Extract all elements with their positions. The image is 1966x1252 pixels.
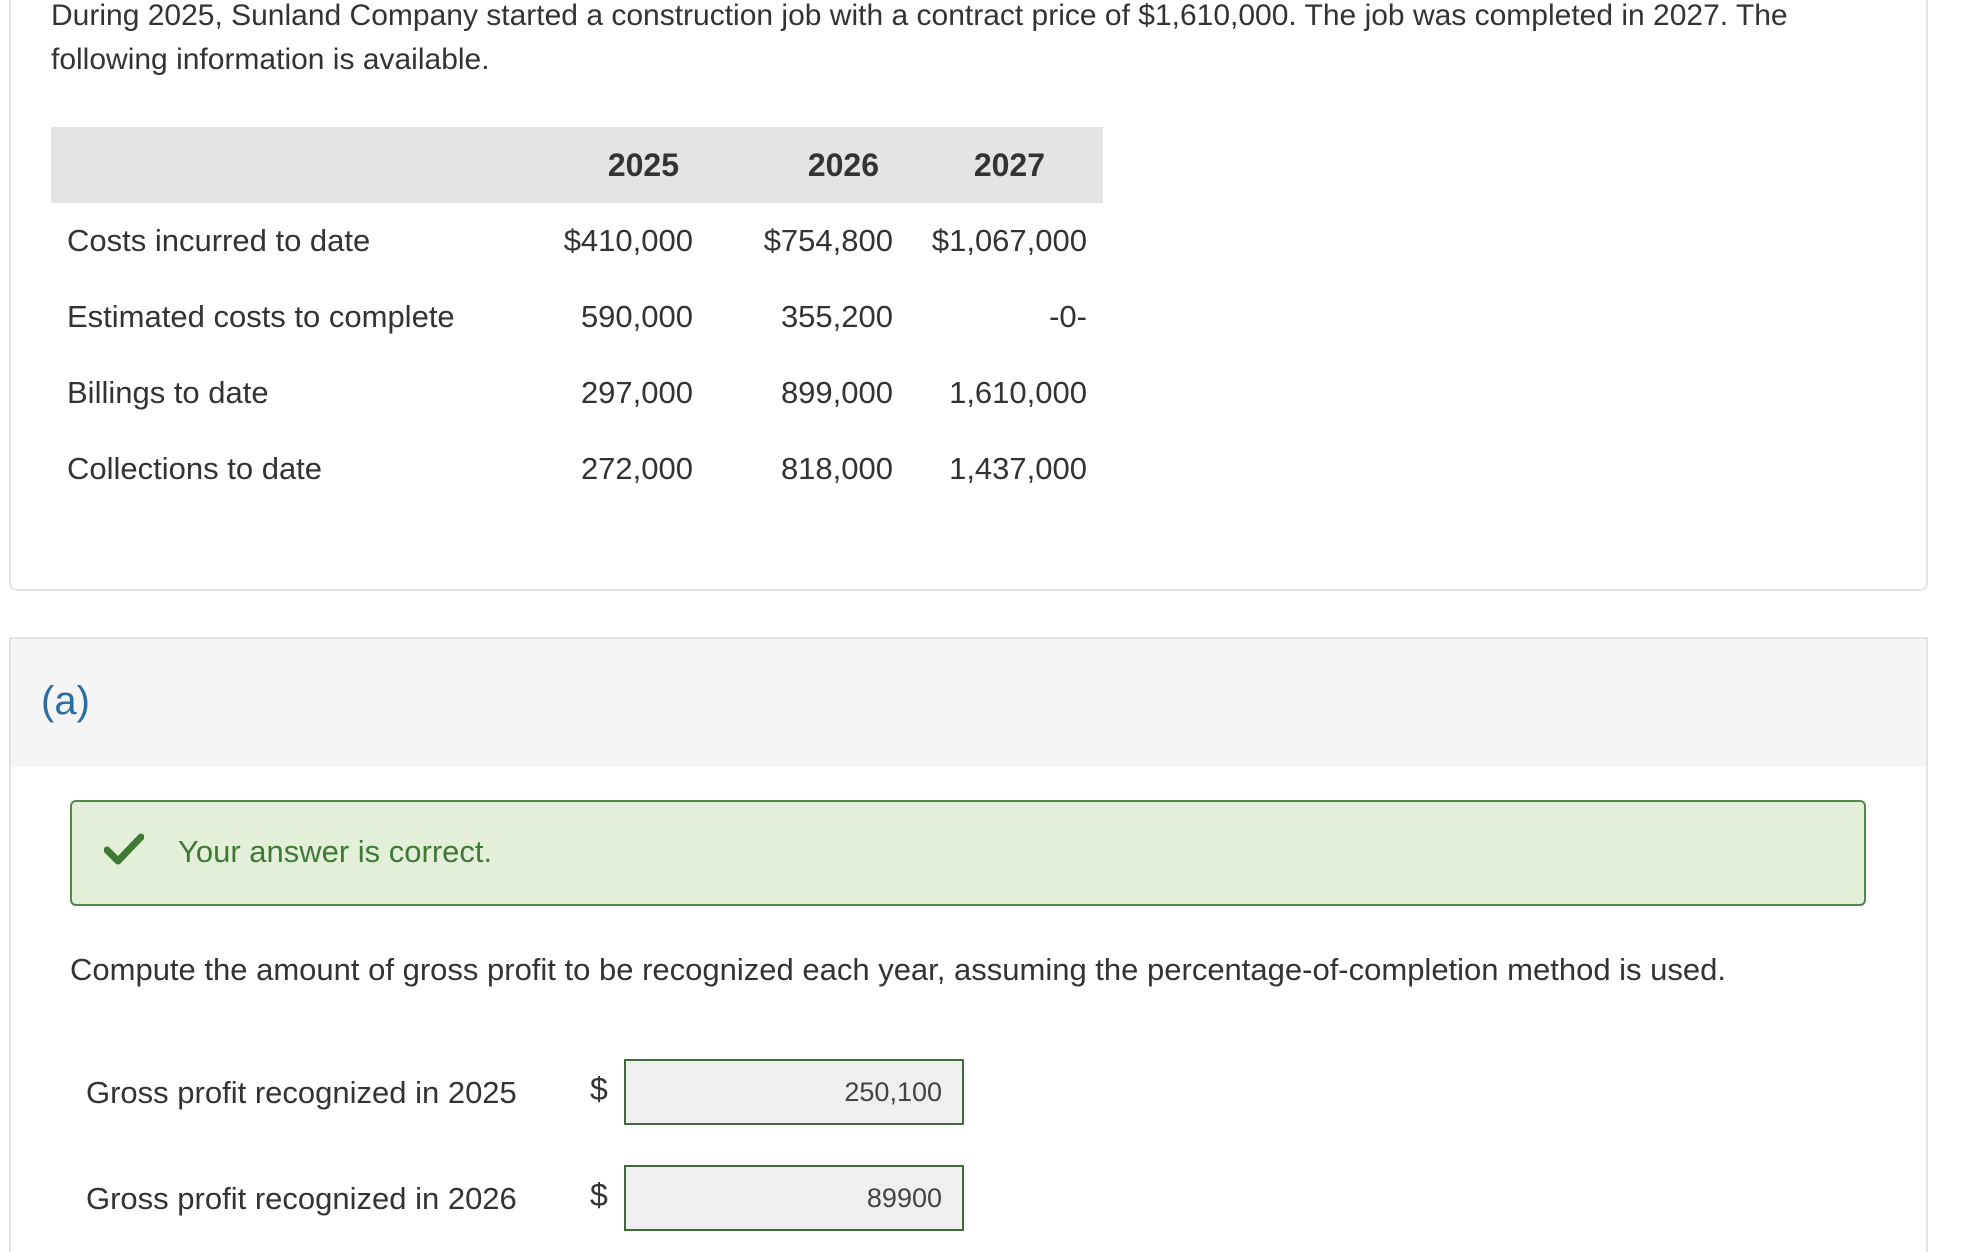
cell-value: 1,437,000 (949, 451, 1087, 486)
currency-symbol: $ (590, 1071, 608, 1107)
contract-data-table: 2025 2026 2027 Costs incurred to date $4… (51, 127, 1103, 507)
cell-value: 899,000 (780, 375, 893, 410)
cell-value: $410,000 (563, 223, 693, 258)
cell-value: 297,000 (580, 375, 693, 410)
currency-symbol: $ (590, 1177, 608, 1213)
row-label: Estimated costs to complete (67, 299, 455, 334)
cell-value: 355,200 (780, 299, 893, 334)
check-icon (104, 833, 144, 865)
table-row: Estimated costs to complete 590,000 355,… (51, 279, 1103, 355)
feedback-text: Your answer is correct. (178, 834, 493, 869)
cell-value: $1,067,000 (931, 223, 1087, 258)
cell-value: 590,000 (580, 299, 693, 334)
table-header-2026: 2026 (709, 127, 909, 203)
cell-value: 818,000 (780, 451, 893, 486)
part-header: (a) (9, 637, 1928, 769)
cell-value: $754,800 (763, 223, 893, 258)
answer-row-2026: Gross profit recognized in 2026 $ (86, 1165, 986, 1231)
feedback-banner: Your answer is correct. (70, 800, 1866, 906)
cell-value: 1,610,000 (949, 375, 1087, 410)
table-header-label (51, 127, 509, 203)
table-row: Billings to date 297,000 899,000 1,610,0… (51, 355, 1103, 431)
gross-profit-2026-input[interactable] (624, 1165, 964, 1231)
question-text: Compute the amount of gross profit to be… (70, 952, 1727, 987)
cell-value: 272,000 (580, 451, 693, 486)
part-label: (a) (41, 679, 90, 723)
gross-profit-2025-input[interactable] (624, 1059, 964, 1125)
table-row: Collections to date 272,000 818,000 1,43… (51, 431, 1103, 507)
table-header-row: 2025 2026 2027 (51, 127, 1103, 203)
table-header-2025: 2025 (509, 127, 709, 203)
row-label: Billings to date (67, 375, 269, 410)
answer-row-2025: Gross profit recognized in 2025 $ (86, 1059, 986, 1125)
problem-card: During 2025, Sunland Company started a c… (9, 0, 1928, 591)
cell-value: -0- (1049, 299, 1087, 334)
problem-intro: During 2025, Sunland Company started a c… (51, 0, 1788, 76)
row-label: Costs incurred to date (67, 223, 371, 258)
table-header-2027: 2027 (909, 127, 1103, 203)
answer-label: Gross profit recognized in 2025 (86, 1075, 517, 1110)
table-row: Costs incurred to date $410,000 $754,800… (51, 203, 1103, 279)
row-label: Collections to date (67, 451, 323, 486)
answer-label: Gross profit recognized in 2026 (86, 1181, 517, 1216)
